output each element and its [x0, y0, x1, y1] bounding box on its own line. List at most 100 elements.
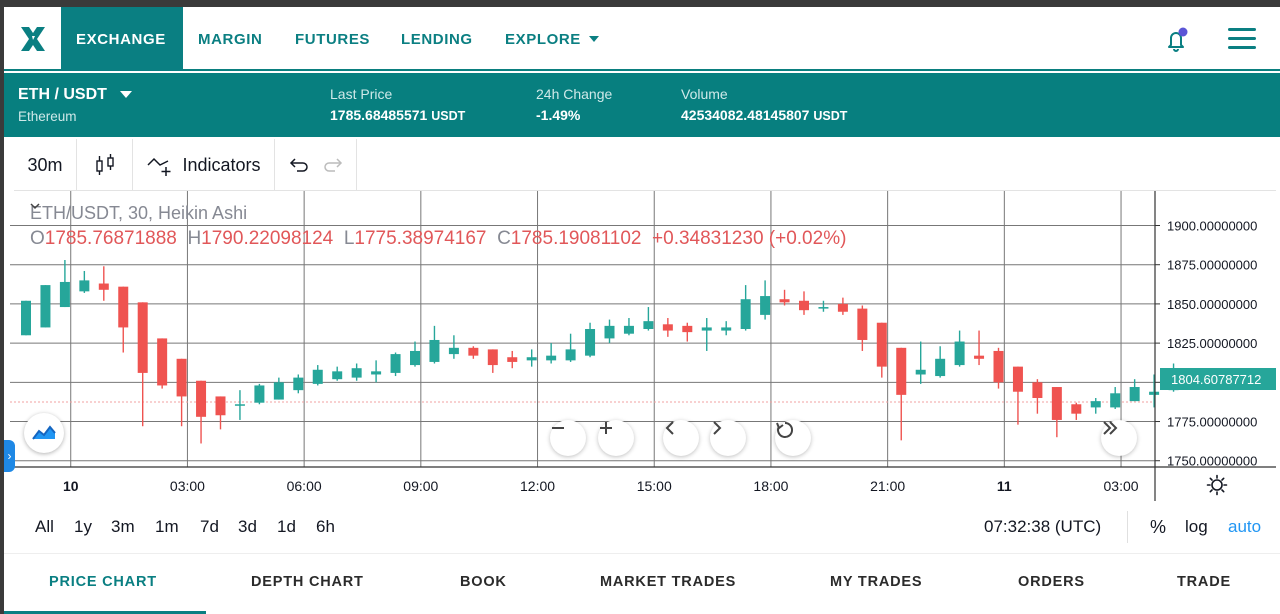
tab-price-chart[interactable]: PRICE CHART: [49, 574, 157, 590]
chevron-right-icon: [713, 421, 722, 435]
candle-body: [896, 347, 907, 395]
nav-tab-futures[interactable]: FUTURES: [295, 30, 371, 48]
nav-tab-explore[interactable]: EXPLORE: [505, 7, 600, 71]
candle-up: [273, 377, 284, 400]
candle-body: [1032, 382, 1043, 398]
zoom-out-button[interactable]: [550, 420, 586, 456]
top-nav: EXCHANGE MARGIN FUTURES LENDING EXPLORE: [4, 7, 1280, 71]
scroll-left-button[interactable]: [663, 420, 699, 456]
x-tick-label: 11: [997, 478, 1012, 494]
scroll-right-button[interactable]: [710, 420, 746, 456]
candle-down: [137, 302, 148, 427]
x-tick-label: 18:00: [753, 478, 788, 494]
candle-body: [234, 404, 245, 406]
range-all[interactable]: All: [35, 517, 54, 536]
candle-down: [196, 380, 207, 444]
last-price-label: Last Price: [330, 86, 393, 102]
nav-tab-margin[interactable]: MARGIN: [198, 30, 263, 48]
bell-icon[interactable]: [1162, 25, 1190, 55]
reset-chart-button[interactable]: [775, 420, 811, 456]
candle-up: [21, 300, 31, 336]
candle-up: [526, 349, 537, 367]
candle-body: [546, 355, 557, 361]
candle-body: [273, 382, 284, 400]
y-tick-label: 1775.00000000: [1167, 415, 1257, 430]
auto-scale-toggle[interactable]: auto: [1228, 517, 1262, 536]
range-3m[interactable]: 3m: [111, 517, 135, 536]
zoom-in-button[interactable]: [598, 420, 634, 456]
candle-body: [1149, 391, 1160, 395]
log-scale-toggle[interactable]: log: [1185, 517, 1208, 536]
candle-up: [623, 318, 634, 336]
undo-icon[interactable]: [287, 156, 309, 174]
nav-tab-lending[interactable]: LENDING: [401, 30, 473, 48]
chart-legend-title[interactable]: ETH/USDT, 30, Heikin Ashi: [30, 203, 247, 224]
candle-down: [799, 291, 809, 315]
x-tick-label: 15:00: [637, 478, 672, 494]
candle-body: [974, 355, 985, 359]
interval-button[interactable]: 30m: [14, 139, 77, 191]
range-6h[interactable]: 6h: [316, 517, 335, 536]
candle-body: [21, 300, 31, 336]
tab-my-trades[interactable]: MY TRADES: [830, 574, 923, 590]
redo-icon[interactable]: [323, 156, 345, 174]
candle-up: [1149, 374, 1160, 408]
nav-tab-exchange[interactable]: EXCHANGE: [61, 7, 183, 71]
candle-down: [487, 349, 498, 373]
range-1m[interactable]: 1m: [155, 517, 179, 536]
candle-down: [1051, 387, 1062, 438]
undo-redo-group: [275, 139, 357, 191]
side-panel-toggle[interactable]: ›: [4, 440, 15, 472]
percent-scale-toggle[interactable]: %: [1150, 517, 1167, 537]
chart-type-button[interactable]: [77, 139, 133, 191]
x-tick-label: 03:00: [170, 478, 205, 494]
range-1y[interactable]: 1y: [74, 517, 92, 536]
candle-body: [254, 385, 265, 403]
candle-body: [721, 327, 732, 331]
indicators-label: Indicators: [182, 154, 261, 175]
caret-down-icon: [588, 36, 599, 42]
candle-body: [876, 322, 887, 367]
range-1d[interactable]: 1d: [277, 517, 296, 536]
candle-body: [701, 327, 712, 331]
candle-down: [507, 350, 518, 369]
candle-body: [643, 321, 654, 329]
range-3d[interactable]: 3d: [238, 517, 257, 536]
tab-trade[interactable]: TRADE: [1177, 574, 1231, 590]
tab-market-trades[interactable]: MARKET TRADES: [600, 574, 737, 590]
candle-body: [954, 341, 965, 366]
tab-book[interactable]: BOOK: [460, 574, 507, 590]
candle-down: [215, 396, 226, 430]
x-tick-label: 12:00: [520, 478, 555, 494]
plus-icon: [600, 422, 612, 434]
candles-icon: [95, 154, 114, 175]
chart-toolbar: 30m Indicators: [14, 139, 1276, 191]
candle-up: [410, 341, 420, 367]
range-7d[interactable]: 7d: [200, 517, 219, 536]
double-chevron-right-icon: [1103, 421, 1118, 435]
candle-body: [312, 369, 323, 384]
indicators-button[interactable]: Indicators: [133, 139, 275, 191]
minus-icon: [552, 427, 564, 429]
candle-down: [1071, 402, 1082, 420]
tab-depth-chart[interactable]: DEPTH CHART: [251, 574, 364, 590]
utc-clock[interactable]: 07:32:38 (UTC): [984, 517, 1102, 536]
price-chart[interactable]: 1900.00000000 1875.00000000 1850.00000000 1…: [10, 191, 1276, 501]
candle-body: [79, 280, 90, 292]
candle-down: [896, 347, 907, 441]
tab-orders[interactable]: ORDERS: [1018, 574, 1085, 590]
scroll-to-latest-button[interactable]: [1101, 420, 1137, 456]
logo-icon[interactable]: [4, 7, 61, 71]
candle-up: [643, 307, 654, 331]
hamburger-menu-icon[interactable]: [1226, 27, 1258, 51]
candle-down: [682, 322, 693, 342]
x-tick-label: 03:00: [1104, 478, 1139, 494]
candle-down: [993, 347, 1004, 389]
candle-down: [662, 318, 673, 337]
tradingview-logo-icon[interactable]: [24, 413, 64, 453]
last-price-value: 1785.68485571 USDT: [330, 107, 466, 123]
candle-body: [332, 371, 343, 380]
pair-selector[interactable]: ETH / USDT: [18, 86, 133, 104]
candle-down: [1012, 366, 1023, 425]
candle-down: [876, 322, 887, 378]
